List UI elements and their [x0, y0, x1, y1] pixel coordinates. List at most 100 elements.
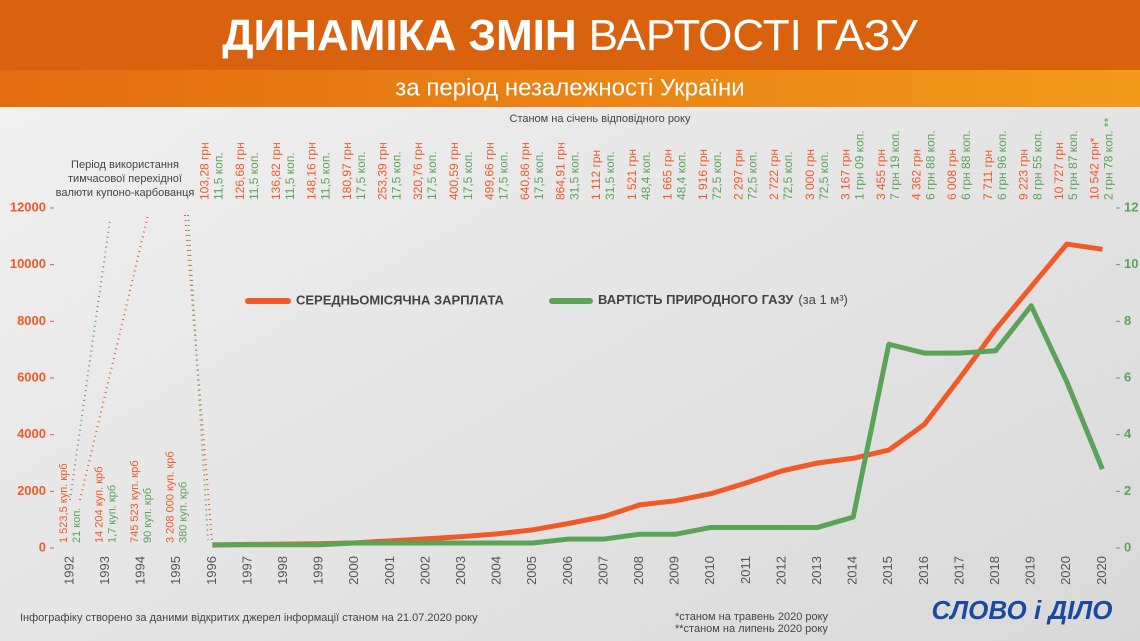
x-tick-label: 2018	[987, 556, 1002, 585]
value-label: 6 008 грн	[945, 149, 959, 200]
x-tick-label: 1999	[311, 556, 326, 585]
value-label: 48,4 коп.	[674, 151, 688, 200]
y-tick-label: 2000	[17, 483, 46, 498]
x-tick-label: 2017	[951, 556, 966, 585]
value-label: 11,5 коп.	[212, 152, 226, 200]
value-label: 10 727 грн	[1052, 142, 1066, 200]
x-tick-label: 1998	[275, 556, 290, 585]
kupon-note-line: валюти купоно-карбованця	[56, 187, 195, 199]
x-tick-label: 2011	[738, 556, 753, 584]
kupon-note-line: тимчасової перехідної	[68, 173, 182, 185]
value-label: 9 223 грн	[1016, 149, 1030, 200]
value-label: 3 000 грн	[803, 149, 817, 200]
kupon-label: 14 204 куп. крб	[94, 467, 106, 543]
y2-tick-label: 10	[1124, 256, 1138, 271]
x-tick-label: 2000	[346, 556, 361, 585]
value-label: 400,59 грн	[447, 142, 461, 200]
value-label: 5 грн 87 коп.	[1066, 130, 1080, 200]
x-tick-label: 2020	[1058, 556, 1073, 585]
value-label: 17,5 коп.	[532, 151, 546, 200]
value-label: 2 грн 78 коп. **	[1102, 117, 1116, 200]
x-tick-label: 2016	[916, 556, 931, 585]
value-label: 320,76 грн	[411, 142, 425, 200]
kupon-label: 1 523,5 куп. крб	[58, 464, 70, 544]
footnote: **станом на липень 2020 року	[675, 623, 828, 635]
value-label: 1 грн 09 коп.	[852, 130, 866, 200]
value-label: 864,91 грн	[554, 142, 568, 200]
value-label: 72,5 коп.	[817, 151, 831, 200]
kupon-note: Період використання тимчасової перехідної…	[56, 159, 195, 199]
x-tick-label: 2008	[631, 556, 646, 585]
value-label: 48,4 коп.	[639, 151, 653, 200]
value-label: 11,5 коп.	[247, 152, 261, 200]
value-label: 72,5 коп.	[710, 151, 724, 200]
value-label: 103,28 грн	[198, 142, 212, 200]
x-tick-label: 1996	[204, 556, 219, 585]
x-tick-label: 2014	[845, 556, 860, 585]
x-tick-label: 1997	[239, 556, 254, 585]
series-line	[212, 303, 1105, 548]
x-tick-label: 2015	[880, 556, 895, 585]
y2-tick-label: 6	[1124, 369, 1131, 384]
value-label: 7 грн 19 коп.	[888, 130, 902, 200]
y2-tick-label: 2	[1124, 483, 1131, 498]
x-tick-label: 2002	[417, 556, 432, 585]
legend-label: СЕРЕДНЬОМІСЯЧНА ЗАРПЛАТА	[296, 292, 505, 307]
kupon-line	[69, 219, 111, 501]
kupon-lines	[69, 214, 213, 541]
x-tick-label: 2009	[667, 556, 682, 585]
x-tick-label: 1992	[61, 556, 76, 585]
legend-name: ВАРТІСТЬ ПРИРОДНОГО ГАЗУ	[598, 292, 794, 307]
kupon-label: 745 523 куп. крб	[129, 460, 141, 543]
value-label: 2 722 грн	[767, 149, 781, 200]
kupon-label: 380 куп. крб	[178, 482, 190, 543]
kupon-label: 1,7 куп. крб	[107, 485, 119, 543]
kupon-label: 21 коп.	[71, 508, 83, 543]
y2-tick-label: 4	[1124, 426, 1132, 441]
value-label: 640,86 грн	[518, 142, 532, 200]
value-label: 72,5 коп.	[746, 151, 760, 200]
value-label: 1 112 грн	[589, 150, 603, 200]
y-tick-label: 8000	[17, 313, 46, 328]
value-label: 6 грн 88 коп.	[959, 130, 973, 200]
value-label: 1 665 грн	[660, 149, 674, 200]
x-tick-label: 1995	[168, 556, 183, 585]
x-tick-label: 2019	[1023, 556, 1038, 585]
value-label: 17,5 коп.	[354, 151, 368, 200]
x-tick-label: 2010	[702, 556, 717, 585]
value-label: 4 362 грн	[910, 149, 924, 200]
value-label: 17,5 коп.	[461, 151, 475, 200]
footer: Інфографіку створено за даними відкритих…	[20, 612, 478, 624]
value-label: 6 грн 88 коп.	[924, 130, 938, 200]
value-label: 2 297 грн	[732, 149, 746, 200]
x-tick-label: 1994	[133, 556, 148, 585]
value-label: 1 916 грн	[696, 149, 710, 200]
y-tick-label: 12000	[10, 199, 46, 214]
kupon-label: 3 208 000 куп. крб	[165, 451, 177, 543]
note-top: Станом на січень відповідного року	[510, 113, 691, 125]
y2-tick-label: 8	[1124, 313, 1131, 328]
x-tick-label: 2007	[595, 556, 610, 585]
value-label: 11,5 коп.	[318, 152, 332, 200]
legend-suffix: (за 1 м³)	[798, 292, 848, 307]
title-rest: ВАРТОСТІ ГАЗУ	[589, 11, 919, 60]
value-label: 148,16 грн	[304, 142, 318, 200]
x-tick-label: 2001	[382, 556, 397, 585]
value-label: 7 711 грн	[981, 150, 995, 200]
y-tick-label: 10000	[10, 256, 46, 271]
y-tick-label: 4000	[17, 426, 46, 441]
x-tick-label: 2005	[524, 556, 539, 585]
value-label: 17,5 коп.	[425, 151, 439, 200]
title-bold: ДИНАМІКА ЗМІН	[222, 11, 576, 60]
chart-title: ДИНАМІКА ЗМІН ВАРТОСТІ ГАЗУ	[222, 11, 919, 60]
x-tick-label: 2013	[809, 556, 824, 585]
x-tick-label: 2020	[1094, 556, 1109, 585]
value-label: 17,5 коп.	[390, 151, 404, 200]
value-label: 126,68 грн	[233, 142, 247, 200]
value-label: 180,97 грн	[340, 142, 354, 200]
kupon-note-line: Період використання	[71, 159, 179, 171]
x-tick-label: 2012	[773, 556, 788, 585]
footnote: *станом на травень 2020 року	[675, 611, 829, 623]
